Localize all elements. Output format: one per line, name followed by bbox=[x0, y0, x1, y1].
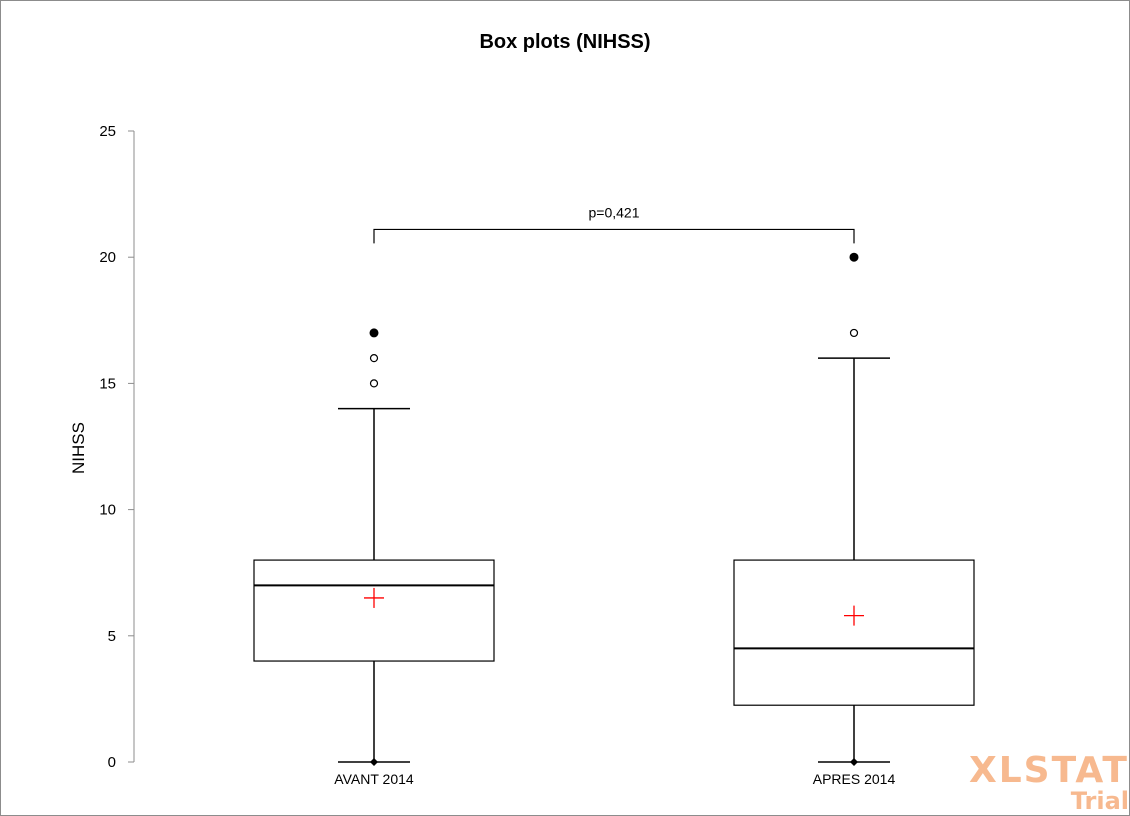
x-category-label: APRES 2014 bbox=[813, 771, 896, 787]
min-marker bbox=[850, 758, 858, 766]
p-value-label: p=0,421 bbox=[589, 204, 640, 220]
box-iqr bbox=[733, 559, 975, 706]
y-tick-label: 5 bbox=[108, 628, 116, 645]
y-tick-label: 25 bbox=[99, 123, 116, 140]
y-tick-label: 15 bbox=[99, 375, 116, 392]
chart-title: Box plots (NIHSS) bbox=[479, 31, 651, 53]
watermark-trial: Trial bbox=[1070, 787, 1129, 815]
extreme-outlier-point bbox=[849, 252, 859, 262]
outlier-point bbox=[369, 379, 379, 388]
y-tick-label: 10 bbox=[99, 502, 116, 519]
box-iqr bbox=[253, 559, 495, 662]
watermark-xlstat: XLSTAT bbox=[968, 750, 1129, 791]
extreme-outlier-point bbox=[369, 328, 379, 338]
y-tick-label: 20 bbox=[99, 249, 116, 266]
x-category-label: AVANT 2014 bbox=[334, 771, 414, 787]
outlier-point bbox=[849, 328, 859, 338]
outlier-point bbox=[369, 354, 379, 363]
y-tick-label: 0 bbox=[108, 754, 116, 771]
significance-bracket bbox=[373, 228, 855, 244]
min-marker bbox=[370, 758, 378, 766]
